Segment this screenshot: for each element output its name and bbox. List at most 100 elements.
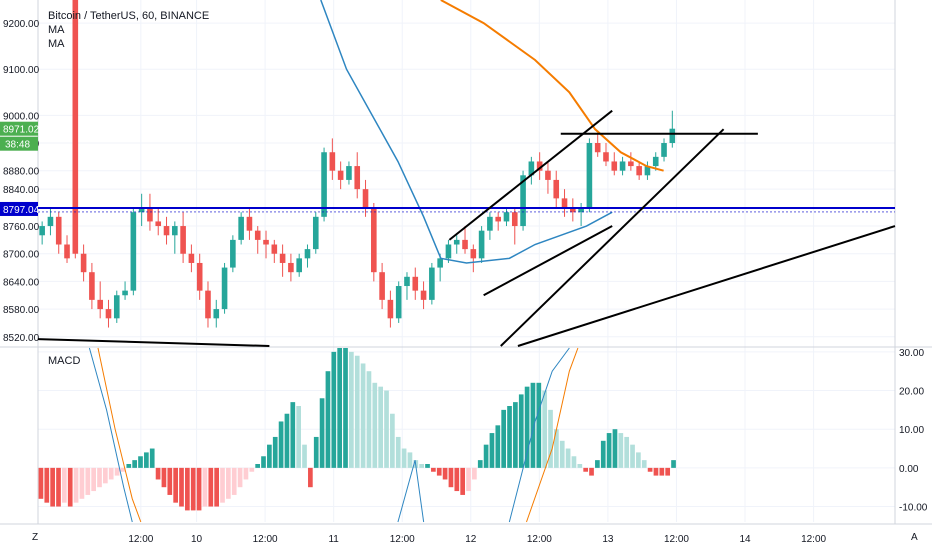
macd-tick-label: -10.00 xyxy=(899,503,928,514)
macd-histogram-bar xyxy=(278,421,284,468)
candle-body xyxy=(371,207,377,273)
macd-tick-label: 20.00 xyxy=(899,387,924,398)
candle-body xyxy=(395,286,402,319)
candle-body xyxy=(97,299,103,310)
macd-histogram-bar xyxy=(243,467,249,480)
macd-histogram-bar xyxy=(606,433,612,468)
macd-histogram-bar xyxy=(495,425,501,468)
candle-body xyxy=(180,226,186,254)
macd-histogram-bar xyxy=(431,467,436,472)
candle-body xyxy=(89,272,95,300)
candle-body xyxy=(246,216,253,231)
candle-body xyxy=(205,290,211,319)
macd-histogram-bar xyxy=(331,351,337,468)
macd-histogram-bar xyxy=(202,467,208,507)
candle-body xyxy=(603,152,609,162)
candle-body xyxy=(536,161,543,171)
candle-body xyxy=(594,143,601,153)
macd-histogram-bar xyxy=(378,386,384,468)
macd-histogram-bar xyxy=(542,390,548,468)
time-tick-label: 12:00 xyxy=(390,534,415,545)
trend-line xyxy=(448,109,613,241)
candle-body xyxy=(661,143,667,157)
macd-histogram-bar xyxy=(507,406,512,468)
candle-body xyxy=(453,239,460,245)
chart-title: Bitcoin / TetherUS, 60, BINANCE xyxy=(48,10,210,22)
candle-body xyxy=(296,258,302,273)
macd-histogram-bar xyxy=(226,467,231,499)
macd-tick-label: 0.00 xyxy=(899,464,919,475)
macd-histogram-bar xyxy=(360,363,366,468)
candle-body xyxy=(188,253,195,263)
candle-body xyxy=(404,276,410,287)
macd-histogram-bar xyxy=(477,460,483,468)
macd-line xyxy=(508,347,570,523)
candle-body xyxy=(346,166,352,180)
ma-indicator-2[interactable]: MA xyxy=(48,38,65,50)
macd-histogram-bar xyxy=(665,467,671,476)
price-tick-label: 8840.00 xyxy=(3,185,40,196)
macd-histogram-bar xyxy=(513,402,518,468)
candle-body xyxy=(528,161,535,176)
countdown-badge-bg xyxy=(0,136,38,151)
candle-body xyxy=(561,198,568,208)
level-price-badge: 8797.04 xyxy=(3,205,40,216)
candle-body xyxy=(213,309,220,319)
macd-histogram-bar xyxy=(97,467,102,488)
price-tick-label: 9200.00 xyxy=(3,19,40,30)
candle-body xyxy=(80,253,87,273)
candle-body xyxy=(437,258,443,268)
candle-body xyxy=(362,189,369,208)
macd-histogram-bar xyxy=(325,371,331,468)
macd-histogram-bar xyxy=(231,467,237,495)
macd-histogram-bar xyxy=(173,467,178,503)
macd-histogram-bar xyxy=(600,440,606,468)
candle-body xyxy=(47,216,54,227)
candle-body xyxy=(470,249,477,259)
candle-body xyxy=(312,216,319,250)
macd-histogram-bar xyxy=(671,460,676,468)
candle-body xyxy=(669,128,676,144)
macd-histogram-bar xyxy=(144,452,149,468)
macd-histogram-bar xyxy=(419,464,425,468)
ma-indicator-1[interactable]: MA xyxy=(48,24,65,36)
macd-histogram-bar xyxy=(85,467,91,495)
macd-histogram-bar xyxy=(38,467,44,499)
candle-body xyxy=(230,239,236,268)
macd-histogram-bar xyxy=(577,464,583,468)
macd-histogram-bar xyxy=(179,467,184,507)
candle-body xyxy=(130,212,137,291)
timezone-button[interactable]: Z xyxy=(32,532,39,543)
candle-body xyxy=(636,166,642,176)
macd-histogram-bar xyxy=(56,467,61,507)
macd-histogram-bar xyxy=(372,382,378,468)
candle-body xyxy=(39,226,45,236)
countdown-badge: 38:48 xyxy=(5,140,30,151)
trend-line xyxy=(500,128,725,347)
candle-body xyxy=(196,262,203,291)
candle-body xyxy=(337,170,344,180)
candle-body xyxy=(520,175,526,227)
candle-body xyxy=(238,216,244,240)
macd-histogram-bar xyxy=(518,394,524,468)
time-tick-label: 11 xyxy=(328,534,339,545)
candle-body xyxy=(570,207,576,213)
macd-histogram-bar xyxy=(524,386,530,468)
macd-histogram-bar xyxy=(583,467,589,472)
macd-histogram-bar xyxy=(296,406,302,468)
macd-histogram-bar xyxy=(425,464,430,468)
macd-histogram-bar xyxy=(395,436,401,468)
macd-histogram-bar xyxy=(630,444,635,468)
candle-body xyxy=(105,309,112,319)
auto-scale-button[interactable]: A xyxy=(911,532,918,543)
macd-label[interactable]: MACD xyxy=(48,355,81,367)
macd-histogram-bar xyxy=(190,467,196,511)
macd-histogram-bar xyxy=(73,467,79,503)
last-price-badge-bg xyxy=(0,121,38,136)
candle-body xyxy=(122,290,128,296)
time-tick-label: 12:00 xyxy=(128,534,153,545)
time-tick-label: 12 xyxy=(465,534,477,545)
macd-histogram-bar xyxy=(108,467,114,480)
candle-body xyxy=(55,216,62,245)
candle-body xyxy=(64,244,70,259)
